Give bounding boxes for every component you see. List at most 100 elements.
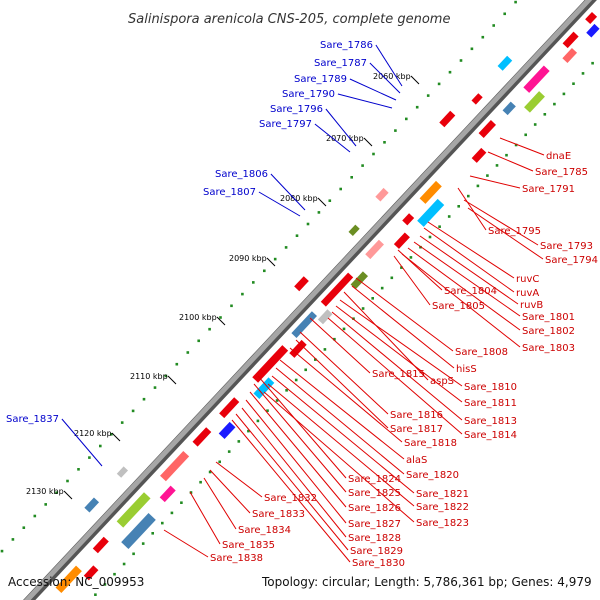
gene-feature [294, 276, 309, 292]
gc-dot-outer [175, 362, 179, 366]
reverse-gene-label: ruvA [516, 288, 539, 299]
gc-dot-outer [306, 222, 310, 226]
reverse-gene-label: dnaE [546, 151, 571, 162]
reverse-gene-label: aspS [430, 376, 454, 387]
reverse-label-leader [463, 199, 539, 246]
forward-label-leader [258, 191, 301, 217]
gc-dot-inner [218, 460, 221, 464]
forward-label-leader [270, 173, 306, 211]
gc-dot-outer [372, 152, 375, 156]
kbp-tick-label: 2070 kbp [326, 134, 364, 143]
gene-feature [523, 65, 550, 93]
gc-dot-outer [252, 281, 255, 284]
gc-dot-inner [467, 194, 470, 198]
reverse-gene-label: Sare_1828 [348, 533, 401, 544]
reverse-gene-labels: dnaE Sare_1785 Sare_1791 Sare_1795 Sare_1793… [163, 137, 598, 569]
reverse-gene-label: Sare_1815 [372, 369, 425, 380]
reverse-label-leader [423, 227, 515, 293]
reverse-gene-label: Sare_1802 [522, 326, 575, 337]
forward-gene-label: Sare_1796 [270, 104, 323, 115]
gene-feature [121, 512, 156, 550]
gc-dot-outer [284, 246, 288, 249]
reverse-label-leader [467, 207, 544, 260]
reverse-label-leader [253, 383, 347, 493]
reverse-label-leader [295, 339, 389, 429]
gene-feature [375, 187, 389, 202]
reverse-label-leader [339, 299, 463, 387]
gc-dot-outer [88, 456, 91, 459]
reverse-label-leader [245, 399, 347, 524]
topology-text: Topology: circular; Length: 5,786,361 bp… [262, 575, 592, 589]
forward-gene-label: Sare_1786 [320, 40, 373, 51]
forward-label-leader [337, 93, 393, 109]
reverse-label-leader [419, 235, 519, 305]
gene-feature [419, 180, 442, 204]
kbp-tick-mark [363, 137, 373, 147]
reverse-gene-label: Sare_1824 [348, 474, 401, 485]
reverse-label-leader [289, 347, 403, 443]
gc-dot-inner [275, 399, 279, 402]
reverse-label-leader [249, 391, 347, 508]
gc-dot-inner [543, 113, 547, 116]
reverse-label-leader [457, 187, 487, 231]
gc-dot-outer [99, 444, 102, 448]
reverse-label-leader [351, 285, 455, 369]
reverse-label-leader [189, 491, 221, 545]
reverse-label-leader [427, 221, 515, 279]
gc-dot-outer [339, 187, 342, 191]
gc-dot-inner [113, 572, 116, 576]
gene-feature [289, 339, 307, 358]
gene-feature [218, 421, 236, 439]
reverse-label-leader [335, 305, 463, 403]
gc-dot-inner [486, 174, 489, 177]
reverse-gene-label: Sare_1794 [545, 255, 598, 266]
gc-dot-outer [459, 59, 463, 62]
reverse-gene-label: Sare_1832 [264, 493, 317, 504]
gene-feature [192, 427, 212, 447]
forward-label-leader [325, 108, 357, 147]
forward-label-leader [369, 62, 401, 94]
gene-feature [562, 47, 578, 64]
gc-dot-inner [285, 389, 288, 392]
reverse-gene-label: Sare_1803 [522, 343, 575, 354]
gc-dot-inner [314, 358, 317, 361]
reverse-label-leader [355, 277, 454, 352]
gc-dot-outer [394, 129, 397, 132]
gene-feature [317, 309, 333, 325]
gc-dot-inner [380, 286, 384, 290]
gc-dot-outer [186, 351, 190, 354]
gene-feature [219, 397, 240, 419]
reverse-label-leader [279, 359, 405, 460]
gc-dot-inner [457, 205, 460, 208]
gc-dot-inner [170, 511, 174, 515]
gene-feature [84, 497, 100, 513]
gc-dot-inner [199, 480, 202, 484]
gc-dot-outer [241, 292, 244, 296]
gc-dot-inner [495, 164, 499, 167]
reverse-gene-label: alaS [406, 455, 427, 466]
kbp-tick-label: 2090 kbp [229, 254, 267, 263]
gene-feature [160, 450, 190, 482]
gc-dot-inner [208, 470, 212, 474]
reverse-label-leader [499, 137, 545, 156]
kbp-tick-label: 2100 kbp [179, 313, 217, 322]
reverse-label-leader [487, 151, 534, 172]
gc-dot-inner [438, 225, 441, 228]
gc-dot-inner [390, 276, 394, 280]
gc-dot-outer [481, 35, 485, 39]
gc-dot-outer [383, 141, 386, 144]
forward-gene-labels: Sare_1786 Sare_1787 Sare_1789 Sare_1790 Sare… [6, 40, 403, 467]
reverse-label-leader [209, 469, 251, 514]
gene-feature [402, 213, 415, 226]
reverse-gene-label: Sare_1795 [488, 226, 541, 237]
gc-dot-inner [189, 491, 193, 494]
gc-dot-inner [428, 235, 432, 239]
gc-dot-outer [514, 0, 517, 4]
gc-dot-outer [142, 397, 146, 401]
gc-dot-inner [180, 501, 183, 504]
reverse-gene-label: Sare_1810 [464, 382, 517, 393]
gene-features [55, 11, 600, 593]
genome-title: Salinispora arenicola CNS-205, complete … [128, 12, 450, 27]
